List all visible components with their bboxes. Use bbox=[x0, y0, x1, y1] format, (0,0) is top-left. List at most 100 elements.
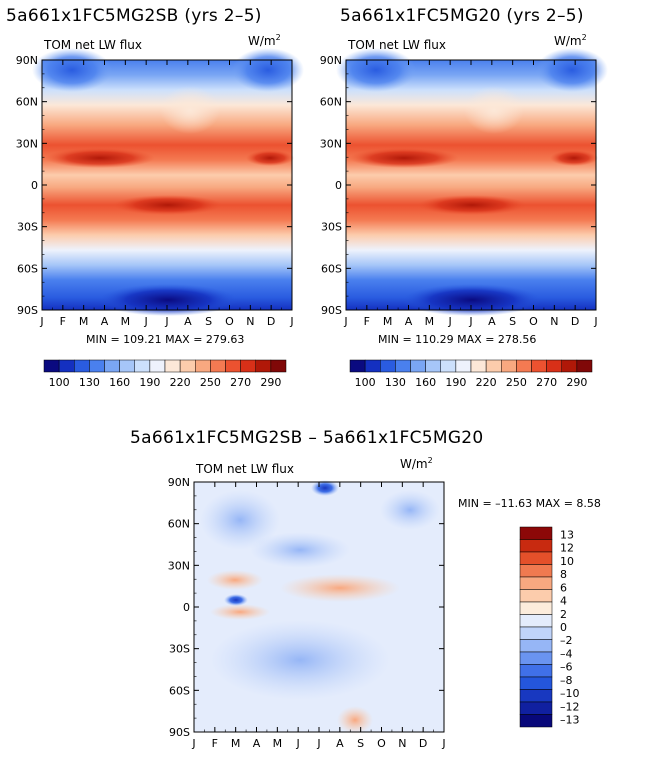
panel2-north-cold-right bbox=[536, 48, 608, 92]
colorbar-swatch bbox=[519, 676, 553, 690]
x-tick-label: A bbox=[488, 315, 496, 328]
x-tick-label: J bbox=[296, 737, 300, 750]
colorbar-label: 100 bbox=[355, 376, 376, 389]
colorbar-swatch bbox=[519, 576, 553, 590]
colorbar-swatch bbox=[519, 539, 553, 553]
y-tick-label: 30N bbox=[16, 137, 38, 150]
x-tick-label: S bbox=[509, 315, 516, 328]
x-tick-label: S bbox=[357, 737, 364, 750]
panel2-sh-warm-band bbox=[417, 195, 527, 215]
x-tick-label: J bbox=[448, 315, 452, 328]
y-tick-label: 0 bbox=[183, 601, 190, 614]
colorbar-label: –12 bbox=[560, 700, 580, 713]
panel2-units: W/m2 bbox=[554, 33, 587, 48]
x-tick-label: A bbox=[184, 315, 192, 328]
colorbar-label: 190 bbox=[445, 376, 466, 389]
x-tick-label: D bbox=[571, 315, 579, 328]
x-tick-label: M bbox=[273, 737, 283, 750]
colorbar-swatch bbox=[225, 359, 241, 373]
colorbar-swatch bbox=[364, 359, 381, 373]
x-tick-label: J bbox=[39, 315, 43, 328]
y-tick-label: 60N bbox=[320, 96, 342, 109]
colorbar-swatch bbox=[195, 359, 211, 373]
panel3-map bbox=[193, 480, 445, 734]
panel1-north-cold-left bbox=[32, 48, 112, 92]
colorbar-swatch bbox=[134, 359, 151, 373]
panel1-title: 5a661x1FC5MG2SB (yrs 2–5) bbox=[6, 6, 262, 26]
y-tick-label: 90N bbox=[320, 54, 342, 67]
y-tick-label: 90S bbox=[321, 304, 342, 317]
colorbar-label: 250 bbox=[200, 376, 221, 389]
panel1-sh-warm-band bbox=[113, 195, 223, 215]
panel2-north-cold-left bbox=[336, 48, 416, 92]
colorbar-swatch bbox=[519, 689, 553, 703]
colorbar-swatch bbox=[576, 359, 593, 373]
colorbar-label: 13 bbox=[560, 529, 574, 542]
panel3-stats: MIN = –11.63 MAX = 8.58 bbox=[458, 497, 601, 510]
panel1-stats: MIN = 109.21 MAX = 279.63 bbox=[86, 333, 245, 346]
colorbar-swatch bbox=[74, 359, 90, 373]
x-tick-label: J bbox=[144, 315, 148, 328]
colorbar-label: 4 bbox=[560, 595, 567, 608]
y-tick-label: 60N bbox=[16, 96, 38, 109]
colorbar-swatch bbox=[470, 359, 487, 373]
colorbar-swatch bbox=[425, 359, 441, 373]
panel3-warm-south bbox=[337, 706, 373, 734]
colorbar-label: 12 bbox=[560, 542, 574, 555]
colorbar-swatch bbox=[531, 359, 547, 373]
colorbar-label: 2 bbox=[560, 608, 567, 621]
x-tick-label: F bbox=[364, 315, 370, 328]
colorbar-swatch bbox=[104, 359, 120, 373]
colorbar-swatch bbox=[440, 359, 457, 373]
colorbar-swatch bbox=[179, 359, 196, 373]
y-tick-label: 30N bbox=[168, 559, 190, 572]
colorbar-swatch bbox=[519, 614, 553, 628]
colorbar-swatch bbox=[119, 359, 135, 373]
colorbar-swatch bbox=[455, 359, 472, 373]
x-tick-label: J bbox=[441, 737, 445, 750]
x-tick-label: M bbox=[79, 315, 89, 328]
colorbar-swatch bbox=[519, 626, 553, 640]
panel2-south-cold bbox=[402, 284, 542, 316]
colorbar-label: 100 bbox=[49, 376, 70, 389]
panel2-nh-warm-band bbox=[349, 148, 459, 168]
colorbar-swatch bbox=[519, 701, 553, 715]
colorbar-swatch bbox=[43, 359, 60, 373]
panel2-title: 5a661x1FC5MG20 (yrs 2–5) bbox=[340, 6, 584, 26]
colorbar-swatch bbox=[516, 359, 532, 373]
panel3-blue-mid bbox=[250, 532, 350, 568]
colorbar-label: 270 bbox=[230, 376, 251, 389]
panel3-warm-band bbox=[280, 574, 400, 602]
colorbar-swatch bbox=[149, 359, 166, 373]
y-tick-label: 60N bbox=[168, 518, 190, 531]
x-tick-label: S bbox=[205, 315, 212, 328]
y-tick-label: 30S bbox=[17, 221, 38, 234]
colorbar-swatch bbox=[519, 589, 553, 603]
y-tick-label: 30N bbox=[320, 137, 342, 150]
colorbar-swatch bbox=[519, 526, 553, 540]
x-tick-label: J bbox=[593, 315, 597, 328]
y-tick-label: 60S bbox=[17, 262, 38, 275]
x-tick-label: M bbox=[121, 315, 131, 328]
panel1-nh-warm-band-right bbox=[246, 150, 294, 166]
x-tick-label: O bbox=[377, 737, 386, 750]
x-tick-label: A bbox=[253, 737, 261, 750]
panel1-south-cold bbox=[98, 284, 238, 316]
panel3-blue-south bbox=[210, 620, 390, 700]
colorbar-label: 6 bbox=[560, 581, 567, 594]
colorbar-swatch bbox=[210, 359, 226, 373]
colorbar-label: 130 bbox=[385, 376, 406, 389]
x-tick-label: J bbox=[316, 737, 320, 750]
x-tick-label: J bbox=[289, 315, 293, 328]
y-tick-label: 90S bbox=[169, 726, 190, 739]
units-text: W/m bbox=[248, 34, 276, 48]
panel2-peach bbox=[464, 86, 524, 134]
colorbar-swatch bbox=[485, 359, 502, 373]
colorbar-swatch bbox=[519, 664, 553, 678]
panel1-north-cold-right bbox=[232, 48, 304, 92]
panel2-map bbox=[336, 48, 608, 316]
colorbar-label: –8 bbox=[560, 674, 573, 687]
colorbar-label: 270 bbox=[536, 376, 557, 389]
colorbar-label: 190 bbox=[139, 376, 160, 389]
